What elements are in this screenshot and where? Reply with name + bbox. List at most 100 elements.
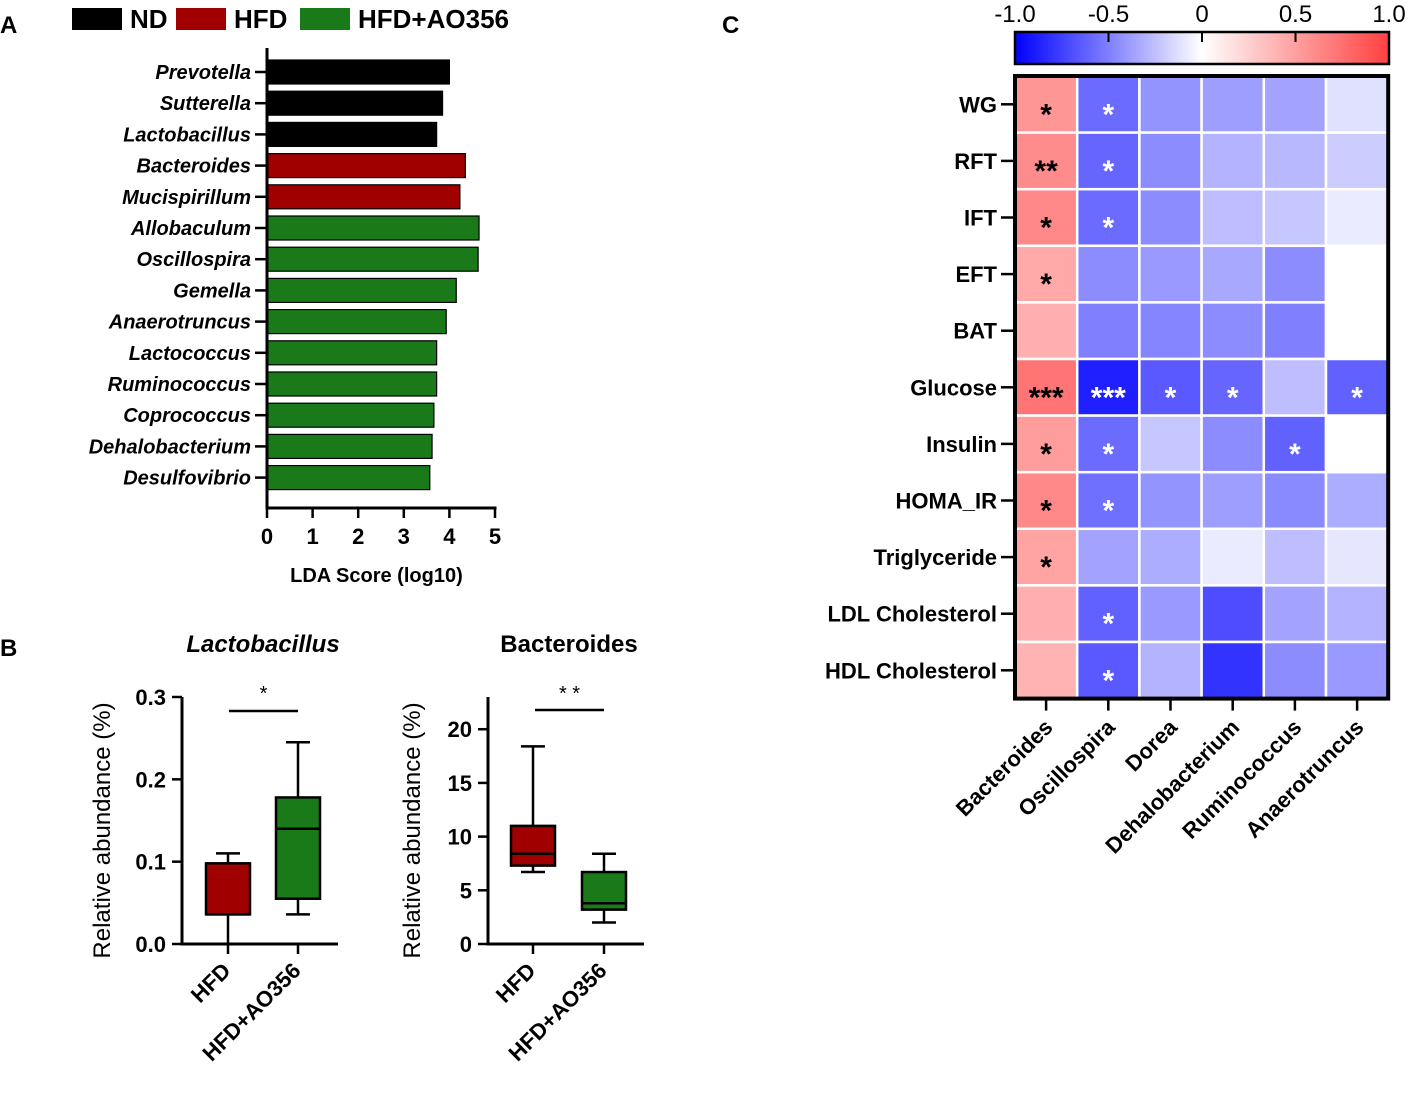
legend-label-2: HFD+AO356 [358, 4, 509, 34]
box-ytick-label: 20 [448, 717, 472, 742]
heatmap-cell [1075, 470, 1141, 531]
box-ytick-label: 5 [460, 878, 472, 903]
box-ytick-label: 15 [448, 771, 472, 796]
lda-bar [266, 90, 444, 116]
heatmap-cell [1324, 131, 1390, 191]
heatmap-row-label: Triglyceride [873, 545, 997, 570]
heatmap-cell [1013, 584, 1079, 644]
panel-label-c: C [722, 12, 739, 39]
heatmap-row-label: Glucose [910, 375, 997, 400]
lda-category-label: Lactobacillus [123, 124, 251, 146]
heatmap-cell [1013, 527, 1079, 587]
heatmap-cell [1200, 470, 1266, 531]
heatmap-cell [1138, 640, 1203, 700]
lda-category-label: Dehalobacterium [89, 436, 251, 458]
heatmap-star: ** [1034, 155, 1058, 188]
lda-category-label: Anaerotruncus [108, 312, 251, 334]
heatmap-row-label: HDL Cholesterol [825, 658, 997, 683]
heatmap-cell [1200, 187, 1266, 248]
lda-category-label: Oscillospira [137, 249, 252, 271]
box-ytick-label: 10 [448, 825, 472, 850]
lda-category-label: Mucispirillum [122, 187, 251, 209]
heatmap-star: *** [1091, 381, 1126, 414]
heatmap-cell [1200, 584, 1266, 644]
box-ytick-label: 0 [460, 932, 472, 957]
lda-bar [266, 59, 450, 85]
lda-category-label: Allobaculum [130, 218, 251, 240]
heatmap-cell [1324, 301, 1390, 361]
lda-xtick-label: 5 [489, 524, 501, 549]
heatmap-cell [1013, 640, 1079, 700]
lda-bar [266, 433, 433, 459]
lda-bar [266, 309, 447, 335]
heatmap-row-label: BAT [953, 319, 997, 344]
heatmap-star: * [1351, 381, 1363, 414]
heatmap-cell [1324, 187, 1390, 248]
lda-bar [266, 215, 480, 241]
lda-bar [266, 121, 438, 148]
colorbar-tick-label: 1.0 [1372, 1, 1405, 28]
heatmap-star: * [1227, 381, 1239, 414]
legend-label-1: HFD [234, 4, 287, 34]
heatmap-cell [1324, 414, 1390, 474]
correlation-heatmap: * *** ** ***** *** * * ** * ** ****WGRFTIFTEFTBATG… [825, 74, 1391, 858]
lda-category-label: Prevotella [155, 62, 251, 84]
box-ytick-label: 0.1 [135, 850, 166, 875]
lda-category-label: Ruminococcus [108, 374, 251, 396]
box-iqr [204, 862, 252, 916]
colorbar-tick-label: 0 [1195, 1, 1208, 28]
lda-category-label: Bacteroides [137, 156, 252, 178]
box-plot-bacteroides: Bacteroides Relative abundance (%) 0 5 10 15 2… [399, 631, 644, 1066]
heatmap-cell [1138, 301, 1203, 361]
significance-label: * [260, 683, 268, 705]
heatmap-cell [1200, 244, 1266, 304]
heatmap-cell [1200, 301, 1266, 361]
heatmap-cell [1075, 527, 1141, 587]
colorbar-tick-label: -0.5 [1088, 1, 1129, 28]
box-ytick-label: 0.2 [135, 767, 166, 792]
heatmap-cell [1262, 584, 1328, 644]
heatmap-star: * [1040, 438, 1052, 471]
lda-bar [266, 340, 438, 366]
box-plot-lactobacillus: Lactobacillus Relative abundance (%) 0.0 0.… [89, 631, 340, 1066]
lda-xtick-label: 0 [261, 524, 273, 549]
heatmap-colorbar: -1.0 -0.5 0 0.5 1.0 [994, 1, 1406, 66]
heatmap-star: * [1165, 381, 1177, 414]
box-iqr [509, 824, 557, 867]
heatmap-cell [1324, 470, 1390, 531]
heatmap-cell [1324, 74, 1390, 134]
heatmap-cell [1262, 244, 1328, 304]
box-iqr [274, 796, 322, 900]
heatmap-cell [1262, 527, 1328, 587]
heatmap-star: * [1102, 212, 1114, 245]
lda-category-label: Gemella [173, 280, 251, 302]
heatmap-cell [1262, 301, 1328, 361]
heatmap-cell [1324, 244, 1390, 304]
heatmap-cell [1138, 244, 1203, 304]
heatmap-cell [1262, 187, 1328, 248]
lda-x-axis-title: LDA Score (log10) [290, 565, 463, 587]
heatmap-row-label: RFT [954, 149, 997, 174]
box-ytick-label: 0.3 [135, 685, 166, 710]
box-xtick-label: HFD [186, 958, 236, 1008]
heatmap-row-label: HOMA_IR [896, 489, 998, 514]
box-plot-title: Lactobacillus [186, 631, 339, 658]
lda-bar [266, 153, 466, 179]
lda-bar [266, 184, 461, 210]
heatmap-cell [1138, 131, 1203, 191]
heatmap-cell [1324, 527, 1390, 587]
heatmap-cell [1324, 640, 1390, 700]
lda-bar [266, 402, 435, 428]
heatmap-cell [1262, 470, 1328, 531]
heatmap-star: * [1040, 551, 1052, 584]
box-plot-title: Bacteroides [500, 631, 637, 658]
heatmap-cell [1200, 527, 1266, 587]
heatmap-row-label: Insulin [926, 432, 997, 457]
heatmap-cell [1138, 74, 1203, 134]
lda-bar [266, 246, 479, 272]
lda-xtick-label: 3 [398, 524, 410, 549]
legend-swatch-1 [176, 8, 226, 30]
heatmap-cell [1013, 301, 1079, 361]
panel-label-b: B [0, 635, 17, 662]
